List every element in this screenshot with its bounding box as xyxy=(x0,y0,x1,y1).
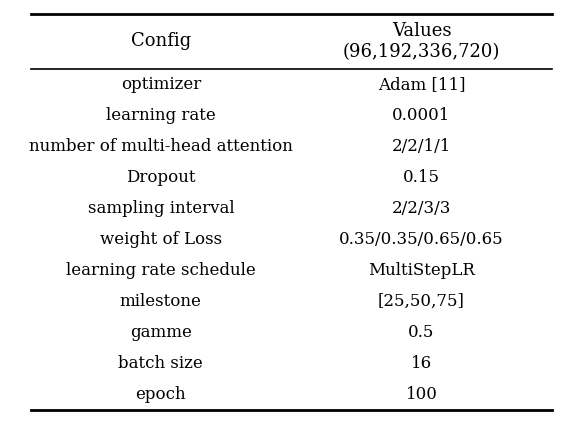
Text: optimizer: optimizer xyxy=(121,76,201,93)
Text: gamme: gamme xyxy=(130,324,192,341)
Text: number of multi-head attention: number of multi-head attention xyxy=(29,138,293,155)
Text: weight of Loss: weight of Loss xyxy=(100,231,222,248)
Text: 16: 16 xyxy=(411,355,432,372)
Text: milestone: milestone xyxy=(120,293,202,310)
Text: 0.5: 0.5 xyxy=(408,324,435,341)
Text: learning rate: learning rate xyxy=(106,107,215,124)
Text: Adam [11]: Adam [11] xyxy=(378,76,465,93)
Text: learning rate schedule: learning rate schedule xyxy=(66,262,255,279)
Text: Config: Config xyxy=(131,32,191,50)
Text: sampling interval: sampling interval xyxy=(87,200,234,217)
Text: [25,50,75]: [25,50,75] xyxy=(378,293,465,310)
Text: 2/2/3/3: 2/2/3/3 xyxy=(392,200,451,217)
Text: 0.35/0.35/0.65/0.65: 0.35/0.35/0.65/0.65 xyxy=(339,231,504,248)
Text: 100: 100 xyxy=(406,386,438,403)
Text: batch size: batch size xyxy=(118,355,203,372)
Text: Dropout: Dropout xyxy=(126,169,196,186)
Text: 0.0001: 0.0001 xyxy=(392,107,451,124)
Text: 0.15: 0.15 xyxy=(403,169,440,186)
Text: epoch: epoch xyxy=(135,386,186,403)
Text: 2/2/1/1: 2/2/1/1 xyxy=(392,138,451,155)
Text: MultiStepLR: MultiStepLR xyxy=(368,262,475,279)
Text: Values
(96,192,336,720): Values (96,192,336,720) xyxy=(343,22,500,61)
